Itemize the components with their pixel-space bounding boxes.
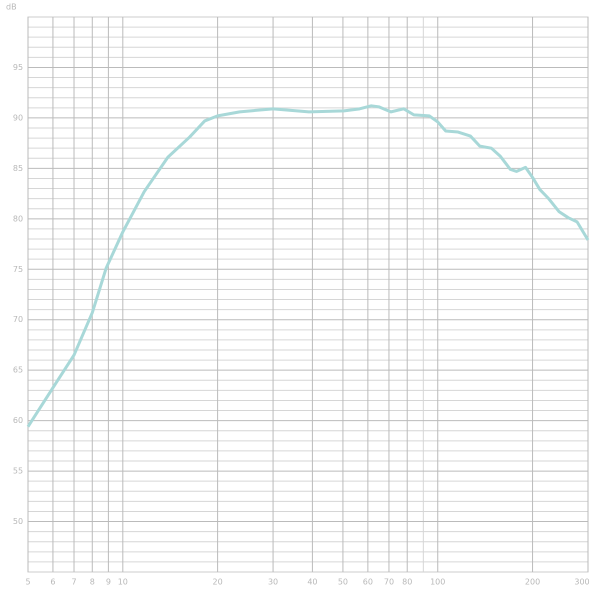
x-tick-label: 7: [71, 578, 76, 587]
x-tick-label: 10: [118, 578, 128, 587]
y-tick-label: 85: [13, 164, 23, 173]
y-tick-label: 65: [13, 366, 23, 375]
x-tick-label: 20: [213, 578, 223, 587]
y-tick-label: 95: [13, 63, 23, 72]
y-tick-label: 90: [13, 113, 23, 122]
x-tick-label: 9: [106, 578, 111, 587]
x-tick-label: 40: [307, 578, 317, 587]
y-tick-label: 60: [13, 416, 23, 425]
x-tick-label: 200: [525, 578, 540, 587]
x-tick-label: 6: [50, 578, 55, 587]
x-tick-label: 50: [338, 578, 348, 587]
y-tick-label: 75: [13, 265, 23, 274]
y-tick-label: 50: [13, 517, 23, 526]
plot-frame: [27, 16, 589, 573]
y-tick-label: 55: [13, 467, 23, 476]
x-tick-label: 80: [402, 578, 412, 587]
y-tick-label: 80: [13, 214, 23, 223]
y-tick-label: 70: [13, 315, 23, 324]
x-tick-label: 5: [25, 578, 30, 587]
x-tick-label: 300: [574, 578, 589, 587]
y-axis-label: dB: [6, 3, 17, 12]
x-tick-label: 30: [268, 578, 278, 587]
x-tick-label: 8: [90, 578, 95, 587]
x-tick-label: 100: [430, 578, 445, 587]
x-tick-label: 70: [384, 578, 394, 587]
data-line: [26, 104, 590, 428]
x-tick-label: 60: [363, 578, 373, 587]
